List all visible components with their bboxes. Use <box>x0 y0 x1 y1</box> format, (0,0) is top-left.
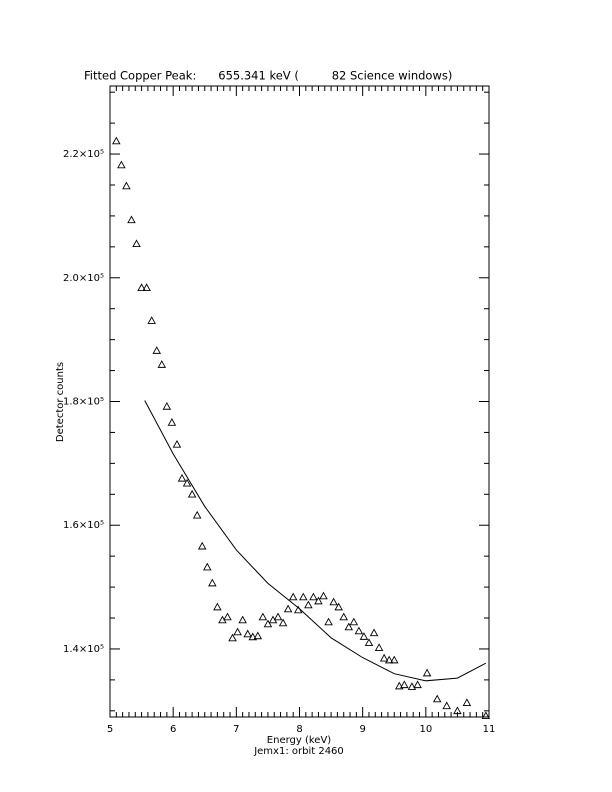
data-point <box>132 239 141 248</box>
data-point <box>122 181 131 190</box>
data-point <box>422 668 432 677</box>
data-point <box>324 617 333 626</box>
data-point <box>278 618 288 627</box>
data-point <box>182 478 192 487</box>
data-point <box>157 360 167 368</box>
data-point <box>453 706 462 715</box>
subtitle: Jemx1: orbit 2460 <box>253 746 344 757</box>
data-point <box>442 701 451 710</box>
data-point <box>400 680 409 689</box>
data-point <box>112 136 121 145</box>
data-point <box>117 160 126 169</box>
data-point <box>395 681 404 690</box>
data-point <box>283 604 293 613</box>
data-point <box>273 612 283 621</box>
y-tick-label: 1.4×10⁵ <box>63 644 104 655</box>
data-point <box>462 698 472 707</box>
data-point <box>344 622 354 631</box>
x-tick-label: 10 <box>419 724 432 735</box>
data-point <box>177 473 187 482</box>
x-tick-label: 8 <box>296 724 302 735</box>
y-tick-label: 2.2×10⁵ <box>63 149 104 160</box>
data-point <box>197 541 207 550</box>
x-tick-label: 11 <box>483 724 496 735</box>
data-point <box>374 643 384 651</box>
x-tick-label: 9 <box>359 724 365 735</box>
data-point <box>364 638 374 647</box>
data-point <box>162 402 172 410</box>
data-point <box>359 632 369 640</box>
data-point <box>167 418 177 426</box>
data-point <box>379 653 389 662</box>
y-axis-label: Detector counts <box>55 362 66 442</box>
x-tick-label: 5 <box>107 724 113 735</box>
data-point <box>137 283 146 291</box>
data-point <box>192 510 202 519</box>
data-point <box>228 633 237 642</box>
data-point <box>213 602 222 611</box>
data-point <box>334 602 343 611</box>
data-point <box>354 626 364 635</box>
data-point <box>127 215 136 224</box>
data-point <box>208 578 217 587</box>
chart-title: Fitted Copper Peak: 655.341 keV ( 82 Sci… <box>84 69 452 83</box>
data-point <box>142 283 151 291</box>
data-point <box>407 682 417 690</box>
data-point <box>238 615 247 624</box>
data-point <box>147 316 156 324</box>
data-point <box>299 592 308 601</box>
data-point <box>369 628 379 637</box>
data-point <box>263 619 273 628</box>
x-tick-label: 6 <box>170 724 176 735</box>
data-point <box>172 439 182 448</box>
y-tick-label: 2.0×10⁵ <box>63 273 104 284</box>
data-point <box>233 627 242 636</box>
data-point <box>248 632 258 641</box>
data-point <box>258 612 268 621</box>
y-tick-label: 1.8×10⁵ <box>63 397 104 408</box>
y-tick-label: 1.6×10⁵ <box>63 520 104 531</box>
data-point <box>304 600 313 609</box>
data-point <box>309 592 318 601</box>
data-point <box>288 592 298 601</box>
data-point <box>187 489 197 498</box>
data-point <box>384 655 394 664</box>
data-point <box>432 694 442 703</box>
data-point <box>243 629 252 638</box>
data-point <box>203 562 212 571</box>
x-tick-label: 7 <box>233 724 239 735</box>
data-point <box>389 655 399 664</box>
data-point <box>481 711 491 720</box>
data-point <box>329 597 338 606</box>
fit-curve <box>144 400 487 682</box>
data-point <box>152 346 162 354</box>
data-point <box>339 612 348 621</box>
x-axis-label: Energy (keV) <box>267 735 332 746</box>
data-point <box>253 631 263 640</box>
data-point <box>413 680 422 689</box>
data-point <box>314 596 323 605</box>
data-point <box>223 612 232 621</box>
data-point <box>319 591 328 600</box>
data-point <box>349 617 359 626</box>
